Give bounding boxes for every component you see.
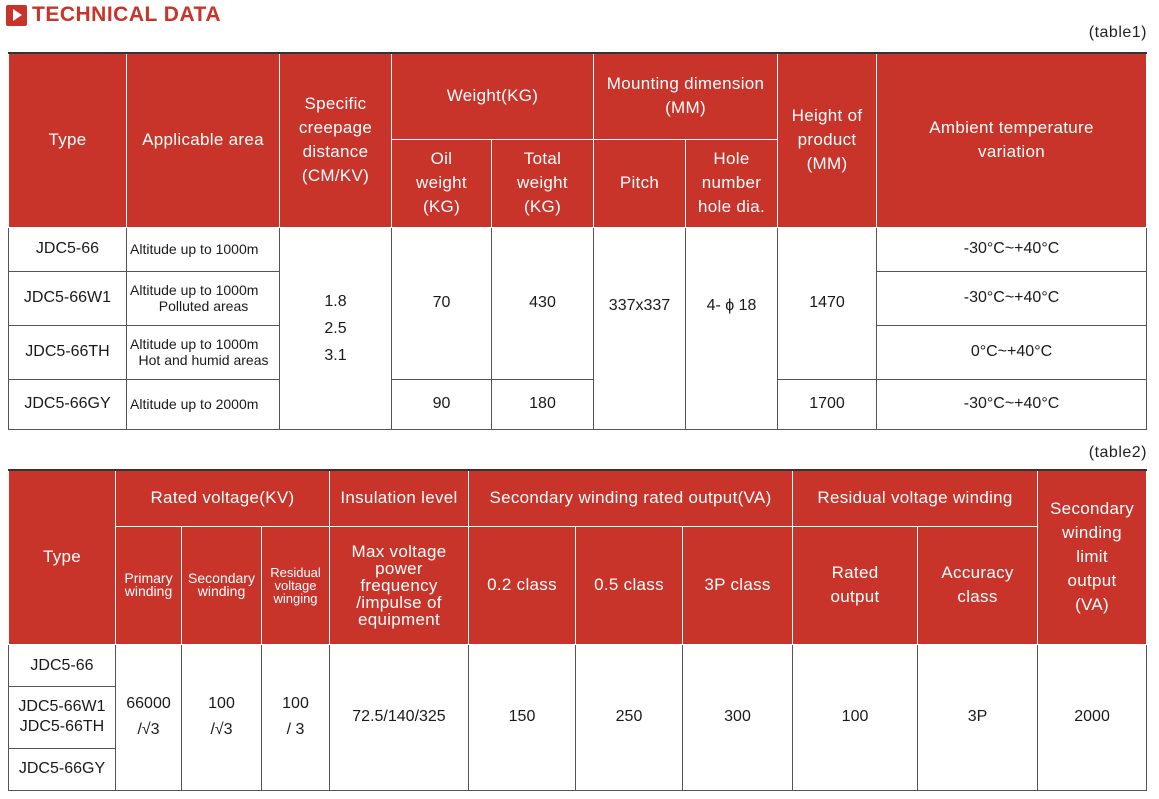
header-applicable-area: Applicable area (126, 52, 280, 228)
secondary-winding-cell: 100/√3 (181, 643, 262, 791)
header-residual-voltage-winding: Residual voltage winding (792, 469, 1039, 527)
area-cell: Altitude up to 1000m Hot and humid areas (126, 324, 280, 380)
header-insulation-level: Insulation level (329, 469, 469, 527)
header-creepage: Specific creepage distance (CM/KV) (279, 52, 392, 228)
header-weight: Weight(KG) (391, 52, 594, 140)
type-cell: JDC5-66GY (8, 378, 127, 430)
table1-caption: (table1) (1088, 24, 1147, 41)
total-weight-cell: 430 (491, 226, 594, 380)
height-cell: 1470 (777, 226, 878, 380)
oil-weight-cell: 90 (391, 378, 492, 430)
class-0-5-cell: 250 (575, 643, 683, 791)
header-max-voltage: Max voltage power frequency/impulse of equi… (329, 525, 469, 645)
area-cell: Altitude up to 1000m (126, 226, 280, 272)
oil-weight-cell: 70 (391, 226, 492, 380)
technical-data-table-1: Type Applicable area Specific creepage dis… (8, 52, 1148, 430)
header-secondary-winding: Secondary winding (181, 525, 262, 645)
accuracy-class-cell: 3P (917, 643, 1039, 791)
type-cell: JDC5-66TH (8, 324, 127, 380)
residual-winding-cell: 100/ 3 (261, 643, 330, 791)
pitch-cell: 337x337 (593, 226, 686, 430)
header-class-0-2: 0.2 class (468, 525, 576, 645)
header-ambient-temperature: Ambient temperature variation (876, 52, 1148, 228)
type-cell: JDC5-66GY (18, 760, 106, 777)
limit-output-cell: 2000 (1037, 643, 1148, 791)
hole-cell: 4- ϕ 18 (684, 226, 779, 430)
table-row: JDC5-66 JDC5-66W1 JDC5-66TH JDC5-66GY 660… (8, 643, 1148, 791)
temperature-cell: -30°C~+40°C (876, 378, 1148, 430)
rated-output-cell: 100 (792, 643, 919, 791)
header-residual-winding: Residual voltage winging (261, 525, 330, 645)
header-total-weight: Total weight (KG) (491, 138, 594, 228)
header-height: Height of product (MM) (777, 52, 878, 228)
header-pitch: Pitch (593, 138, 686, 228)
header-rated-voltage: Rated voltage(KV) (115, 469, 330, 527)
header-limit-output: Secondary winding limit output (VA) (1037, 469, 1148, 645)
class-0-2-cell: 150 (468, 643, 576, 791)
table-row: JDC5-66 Altitude up to 1000m 1.8 2.5 3.1… (8, 226, 1148, 430)
section-title: TECHNICAL DATA (32, 3, 221, 26)
table-row: JDC5-66W1 Altitude up to 1000m Polluted a… (8, 270, 1148, 326)
temperature-cell: -30°C~+40°C (876, 226, 1148, 272)
type-cell: JDC5-66W1 (8, 270, 127, 326)
header-oil-weight: Oil weight (KG) (391, 138, 492, 228)
type-cell: JDC5-66W1 JDC5-66TH (9, 687, 115, 749)
header-mounting: Mounting dimension (MM) (592, 52, 779, 140)
class-3p-cell: 300 (681, 643, 794, 791)
height-cell: 1700 (777, 378, 878, 430)
header-accuracy-class: Accuracy class (917, 525, 1039, 645)
area-cell: Altitude up to 2000m (126, 378, 280, 430)
table2-caption: (table2) (1088, 444, 1147, 461)
insulation-cell: 72.5/140/325 (329, 643, 469, 791)
table-row: JDC5-66GY Altitude up to 2000m 90 180 17… (8, 378, 1148, 430)
temperature-cell: -30°C~+40°C (876, 270, 1148, 326)
header-hole: Hole number hole dia. (684, 138, 779, 228)
section-heading: TECHNICAL DATA (6, 2, 221, 28)
type-list-cell: JDC5-66 JDC5-66W1 JDC5-66TH JDC5-66GY (8, 643, 116, 791)
table-row: JDC5-66TH Altitude up to 1000m Hot and hu… (8, 324, 1148, 380)
header-type: Type (8, 52, 127, 228)
header-type: Type (8, 469, 116, 645)
creepage-cell: 1.8 2.5 3.1 (279, 226, 392, 430)
header-secondary-output: Secondary winding rated output(VA) (467, 469, 794, 527)
header-class-3p: 3P class (681, 525, 794, 645)
type-cell: JDC5-66 (8, 226, 127, 272)
play-icon (6, 4, 27, 26)
area-cell: Altitude up to 1000m Polluted areas (126, 270, 280, 326)
primary-winding-cell: 66000/√3 (115, 643, 182, 791)
header-primary-winding: Primary winding (115, 525, 182, 645)
header-class-0-5: 0.5 class (575, 525, 683, 645)
header-rated-output: Rated output (792, 525, 919, 645)
total-weight-cell: 180 (491, 378, 594, 430)
technical-data-table-2: Type Rated voltage(KV) Insulation level … (8, 469, 1148, 791)
type-cell: JDC5-66 (9, 645, 115, 687)
temperature-cell: 0°C~+40°C (876, 324, 1148, 380)
